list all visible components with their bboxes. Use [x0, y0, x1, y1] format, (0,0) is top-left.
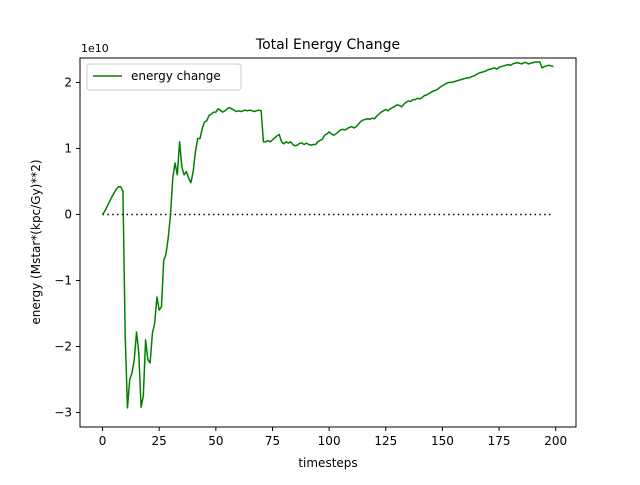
y-tick-label: 0: [64, 207, 72, 221]
x-tick-label: 150: [431, 434, 454, 448]
x-axis-label: timesteps: [298, 456, 357, 470]
y-tick-label: −2: [54, 339, 72, 353]
y-tick-label: −3: [54, 405, 72, 419]
legend-box: [86, 63, 242, 91]
x-tick-label: 50: [208, 434, 223, 448]
chart-title: Total Energy Change: [255, 37, 400, 53]
y-tick-label: 2: [64, 75, 72, 89]
x-tick-label: 25: [152, 434, 167, 448]
legend-label-energy-change: energy change: [131, 69, 221, 83]
x-axis-ticks: 0 25 50 75 100 125 150 175 200: [99, 427, 567, 448]
y-axis-ticks: −3 −2 −1 0 1 2: [54, 75, 80, 419]
y-offset-label: 1e10: [81, 42, 109, 55]
plot-area-frame: [79, 57, 577, 428]
x-tick-label: 100: [318, 434, 341, 448]
energy-change-line: [101, 61, 554, 409]
x-tick-label: 125: [374, 434, 397, 448]
legend: energy change: [86, 63, 242, 91]
x-tick-label: 0: [99, 434, 107, 448]
x-tick-label: 75: [265, 434, 280, 448]
x-tick-label: 175: [488, 434, 511, 448]
y-tick-label: −1: [54, 273, 72, 287]
x-tick-label: 200: [544, 434, 567, 448]
y-tick-label: 1: [64, 141, 72, 155]
y-axis-label: energy (Mstar*(kpc/Gy)**2): [29, 159, 43, 324]
